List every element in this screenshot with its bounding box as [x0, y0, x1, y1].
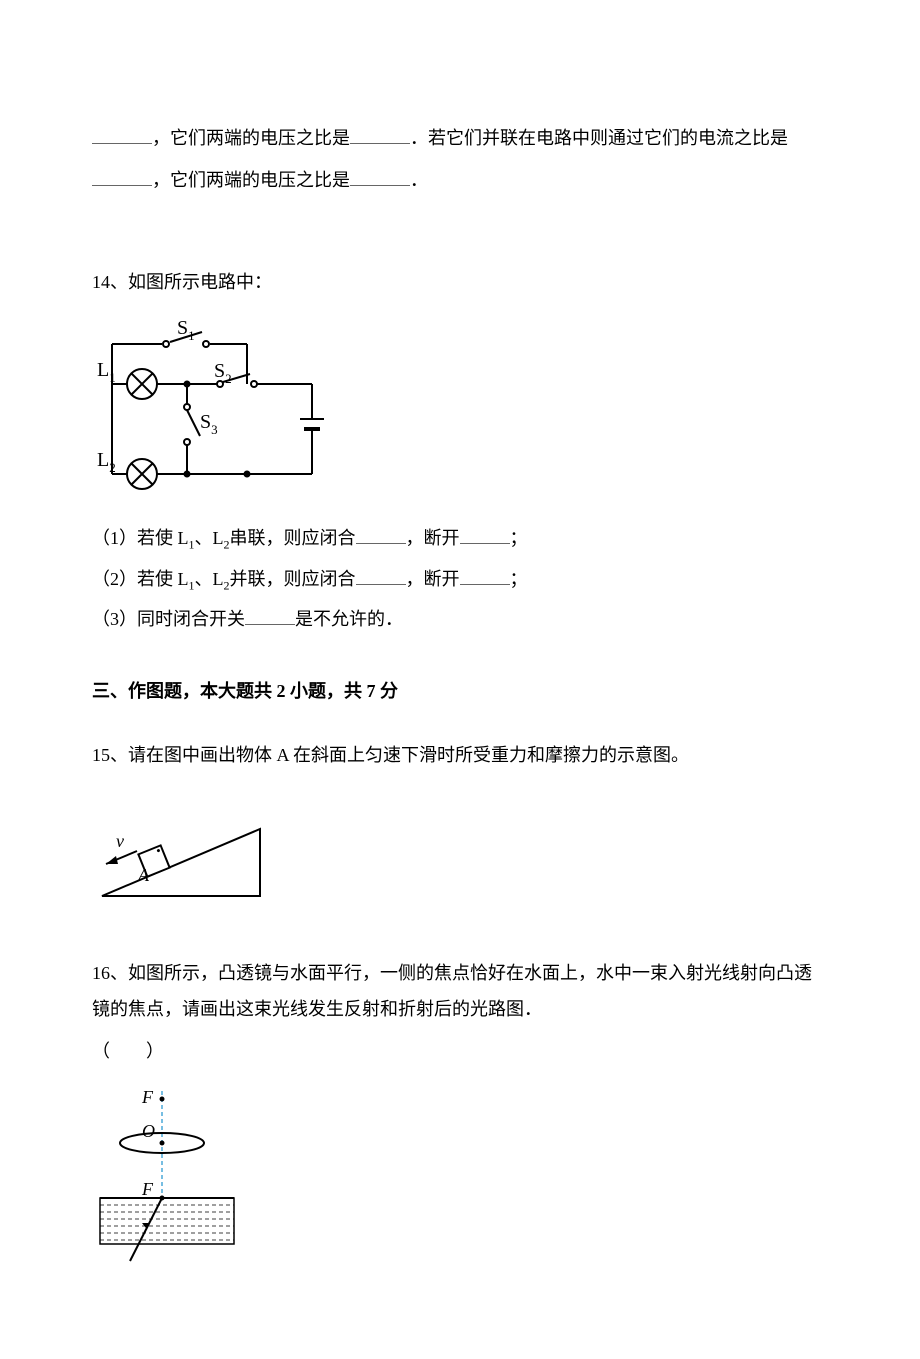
q14-sub1: （1）若使 L1、L2串联，则应闭合，断开；	[92, 520, 828, 557]
blank-q14-2a	[356, 567, 406, 585]
q14-sub2: （2）若使 L1、L2并联，则应闭合，断开；	[92, 561, 828, 598]
diagram-incline: v A	[92, 811, 828, 923]
intro-l1-post: ．若它们并联在电路中则通过它们的电流之比是	[410, 128, 788, 148]
q16-paren: （ ）	[92, 1033, 828, 1069]
intro-l2-pre: ，它们两端的电压之比是	[152, 170, 350, 190]
svg-text:S3: S3	[200, 411, 218, 437]
blank-q14-2b	[460, 567, 510, 585]
intro-l2-post: ．	[410, 170, 428, 190]
q15-text: 15、请在图中画出物体 A 在斜面上匀速下滑时所受重力和摩擦力的示意图。	[92, 737, 828, 773]
diagram-lens: F O F	[92, 1083, 828, 1285]
blank-q14-1a	[356, 526, 406, 544]
blank-q14-3	[245, 607, 295, 625]
intro-line-1: ，它们两端的电压之比是 ．若它们并联在电路中则通过它们的电流之比是	[92, 120, 828, 156]
intro-line-2: ，它们两端的电压之比是 ．	[92, 162, 828, 198]
q14-sub3: （3）同时闭合开关是不允许的．	[92, 601, 828, 637]
section-3-title: 三、作图题，本大题共 2 小题，共 7 分	[92, 673, 828, 709]
blank-1	[92, 126, 152, 144]
blank-q14-1b	[460, 526, 510, 544]
intro-l1-pre: ，它们两端的电压之比是	[152, 128, 350, 148]
blank-2	[350, 126, 410, 144]
blank-4	[350, 168, 410, 186]
svg-text:O: O	[142, 1121, 155, 1141]
q16-text: 16、如图所示，凸透镜与水面平行，一侧的焦点恰好在水面上，水中一束入射光线射向凸…	[92, 955, 828, 1027]
svg-text:F: F	[141, 1179, 154, 1199]
blank-3	[92, 168, 152, 186]
svg-text:A: A	[137, 865, 150, 885]
svg-text:v: v	[116, 831, 124, 851]
diagram-circuit: S1 S2 S3 L1 L2	[92, 314, 828, 506]
q14-head: 14、如图所示电路中：	[92, 264, 828, 300]
svg-text:F: F	[141, 1087, 154, 1107]
